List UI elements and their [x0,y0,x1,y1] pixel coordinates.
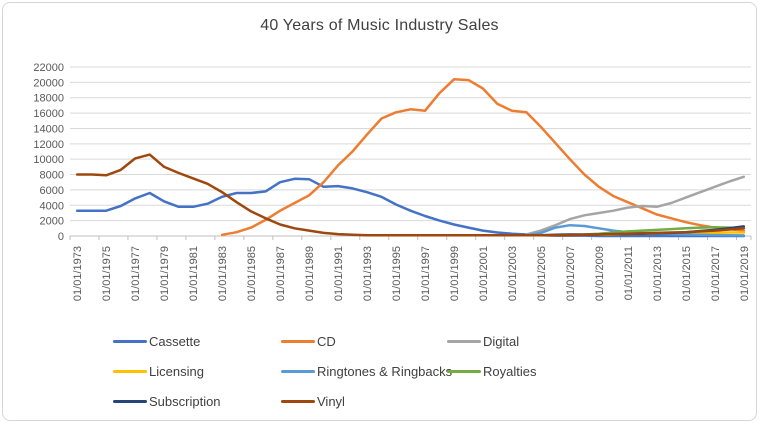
x-axis-tick-label: 01/01/1989 [304,246,316,301]
y-axis-tick-label: 6000 [40,185,64,197]
chart-legend: Cassette CD Digital Licensing Ringtones & Ri… [113,326,733,416]
y-axis-tick-label: 12000 [33,139,64,151]
legend-item-subscription: Subscription [113,386,281,416]
x-axis-tick-label: 01/01/1983 [217,246,229,301]
legend-label-digital: Digital [483,333,520,349]
x-axis-tick-label: 01/01/2015 [681,246,693,301]
y-axis-tick-label: 4000 [40,200,64,212]
x-axis-tick-label: 01/01/2019 [739,246,751,301]
x-axis-tick-label: 01/01/1997 [420,246,432,301]
legend-label-subscription: Subscription [149,393,221,409]
x-axis-tick-label: 01/01/2003 [507,246,519,301]
x-axis-tick-label: 01/01/2011 [623,246,635,300]
legend-item-cassette: Cassette [113,326,281,356]
x-axis-tick-label: 01/01/1999 [449,246,461,301]
y-axis-tick-label: 16000 [33,108,64,120]
x-axis-tick-label: 01/01/1985 [246,246,258,301]
x-axis-tick-label: 01/01/2013 [652,246,664,301]
legend-item-royalties: Royalties [447,356,733,386]
legend-label-licensing: Licensing [149,363,204,379]
chart-title: 40 Years of Music Industry Sales [260,17,499,34]
series-line-royalties [583,225,746,236]
legend-line-marker-vinyl [281,399,315,403]
legend-line-marker-licensing [113,369,147,373]
y-axis-tick-label: 22000 [33,62,64,74]
legend-line-marker-digital [447,339,481,343]
legend-line-marker-cassette [113,339,147,343]
series-line-cassette [75,177,746,238]
x-axis-tick-label: 01/01/1973 [72,246,84,301]
legend-line-marker-ringtones-ringbacks [281,369,315,373]
legend-line-marker-cd [281,339,315,343]
legend-label-cd: CD [317,333,336,349]
legend-line-marker-royalties [447,369,481,373]
legend-item-licensing: Licensing [113,356,281,386]
y-axis-tick-label: 18000 [33,93,64,105]
chart-plot-area: 0 2000 4000 6000 8000 10000 12000 14000 16000 180… [33,62,752,301]
y-axis-tick-label: 14000 [33,123,64,135]
x-axis-tick-label: 01/01/1981 [188,246,200,301]
x-axis-tick-label: 01/01/1991 [333,246,345,301]
y-axis-tick-label: 10000 [33,154,64,166]
x-axis-tick-label: 01/01/2005 [536,246,548,301]
legend-item-ringtones-ringbacks: Ringtones & Ringbacks [281,356,452,386]
x-axis-tick-label: 01/01/2009 [594,246,606,301]
x-axis-tick-label: 01/01/1993 [362,246,374,301]
x-axis-tick-label: 01/01/2001 [478,246,490,301]
series-line-digital [525,175,746,236]
legend-line-marker-subscription [113,399,147,403]
y-axis-tick-label: 8000 [40,170,64,182]
legend-item-cd: CD [281,326,447,356]
x-axis-tick-label: 01/01/2007 [565,246,577,301]
legend-item-digital: Digital [447,326,733,356]
y-axis-tick-label: 20000 [33,77,64,89]
y-axis-tick-label: 0 [58,231,64,243]
x-axis-tick-label: 01/01/1977 [130,246,142,301]
x-axis-tick-label: 01/01/1987 [275,246,287,301]
series-line-cd [220,78,746,237]
legend-label-ringtones-ringbacks: Ringtones & Ringbacks [317,363,453,379]
series-line-vinyl [75,153,746,237]
x-axis-tick-label: 01/01/1979 [159,246,171,301]
legend-label-cassette: Cassette [149,333,201,349]
legend-label-vinyl: Vinyl [317,393,345,409]
x-axis-tick-label: 01/01/1975 [101,246,113,301]
y-axis-tick-label: 2000 [40,216,64,228]
legend-item-vinyl: Vinyl [281,386,447,416]
x-axis-tick-label: 01/01/1995 [391,246,403,301]
legend-label-royalties: Royalties [483,363,537,379]
x-axis-tick-label: 01/01/2017 [710,246,722,301]
